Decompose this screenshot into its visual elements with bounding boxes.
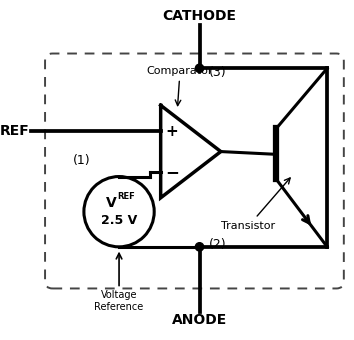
Text: V: V <box>105 197 116 210</box>
Text: CATHODE: CATHODE <box>162 9 236 23</box>
Circle shape <box>195 64 204 72</box>
Text: REF: REF <box>117 192 135 201</box>
Text: REF: REF <box>0 124 29 138</box>
Text: −: − <box>165 163 179 181</box>
Text: Transistor: Transistor <box>222 178 290 231</box>
Text: +: + <box>165 124 178 139</box>
Text: (2): (2) <box>209 238 227 251</box>
Text: (3): (3) <box>209 66 227 80</box>
Text: Voltage
Reference: Voltage Reference <box>95 290 144 312</box>
Text: Comparator: Comparator <box>147 66 213 106</box>
Circle shape <box>195 243 204 251</box>
Text: 2.5 V: 2.5 V <box>101 214 137 226</box>
Text: (1): (1) <box>73 154 90 167</box>
Text: ANODE: ANODE <box>172 313 227 327</box>
